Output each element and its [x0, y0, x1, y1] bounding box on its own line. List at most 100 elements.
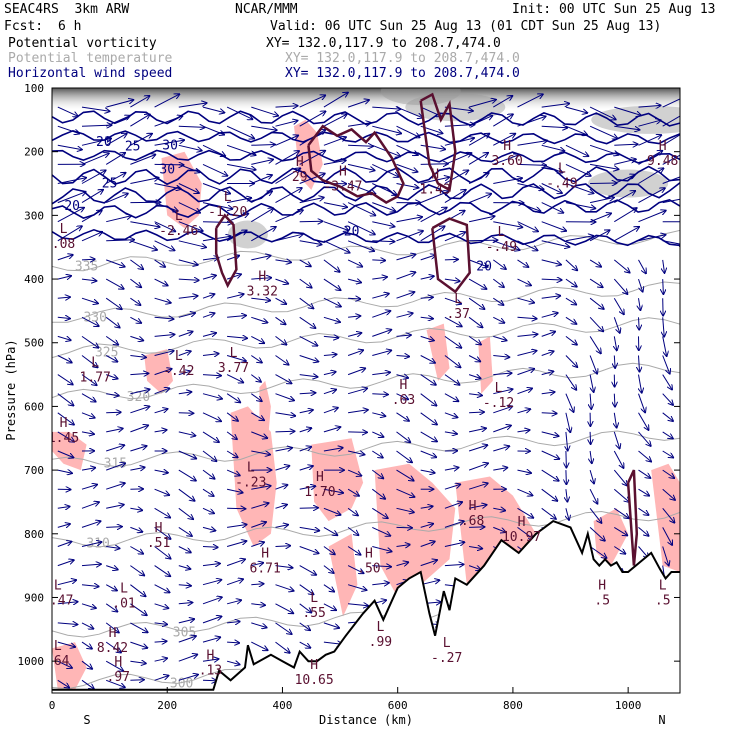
wind-arrow — [57, 542, 72, 547]
pv-contour-line — [626, 469, 639, 566]
wind-arrow — [468, 355, 480, 362]
wind-arrow — [130, 508, 142, 510]
wind-arrow — [299, 508, 318, 509]
wind-arrow — [178, 221, 203, 231]
wind-arrow — [323, 488, 343, 493]
wind-arrow — [372, 221, 394, 227]
wind-arrow — [396, 292, 415, 299]
wind-arrow — [57, 336, 71, 340]
wind-arrow — [517, 470, 532, 473]
wind-arrow — [517, 488, 533, 495]
wind-arrow — [662, 176, 680, 184]
wind-arrow — [517, 240, 538, 251]
wind-arrow — [130, 297, 140, 305]
extremum-type: H — [207, 649, 215, 664]
wind-arrow — [81, 316, 99, 326]
wind-arrow — [468, 483, 488, 490]
extremum-value: .5 — [594, 593, 610, 608]
wind-arrow — [614, 393, 615, 407]
wind-arrow — [275, 260, 292, 262]
wind-arrow — [130, 680, 143, 681]
wind-arrow — [589, 259, 601, 267]
wind-arrow — [178, 636, 196, 643]
wind-arrow — [275, 622, 292, 634]
extremum-type: H — [400, 378, 408, 393]
wind-arrow — [323, 526, 337, 535]
wind-arrow — [565, 144, 588, 156]
wind-arrow — [251, 125, 276, 130]
extremum-type: L — [495, 381, 503, 396]
extremum-value: 3.32 — [247, 285, 278, 300]
wind-arrow — [613, 450, 623, 468]
wind-arrow — [493, 356, 509, 358]
theta-contour-label: 335 — [75, 259, 98, 274]
wind-arrow — [57, 507, 70, 509]
wind-arrow — [57, 602, 78, 604]
wind-arrow — [565, 297, 576, 304]
valid-label: Valid: 06 UTC Sun 25 Aug 13 (01 CDT Sun … — [270, 19, 662, 34]
wind-arrow — [299, 393, 316, 394]
field-coords-wind: XY= 132.0,117.9 to 208.7,474.0 — [285, 66, 520, 81]
wind-arrow — [638, 450, 652, 462]
y-tick-label: 100 — [24, 82, 44, 95]
wind-arrow — [105, 660, 123, 671]
wind-arrow — [396, 106, 423, 118]
wind-arrow — [81, 412, 95, 418]
wind-arrow — [565, 393, 574, 412]
extremum-value: 9.48 — [647, 154, 678, 169]
wind-arrow — [396, 217, 423, 223]
wind-arrow — [57, 276, 71, 279]
wind-arrow — [154, 676, 169, 681]
x-tick-label: 800 — [503, 699, 523, 712]
extremum-type: L — [120, 582, 128, 597]
wind-arrow — [372, 107, 400, 109]
wind-arrow — [493, 426, 511, 433]
wind-arrow — [226, 274, 241, 280]
wind-arrow — [178, 259, 198, 265]
wind-arrow — [226, 294, 244, 299]
wind-arrow — [444, 316, 462, 326]
wind-arrow — [226, 469, 240, 475]
wind-arrow — [105, 355, 117, 362]
wind-arrow — [590, 163, 618, 169]
wind-arrow — [275, 278, 289, 284]
wind-arrow — [347, 526, 358, 535]
wind-arrow — [57, 623, 78, 625]
field-coords-theta: XY= 132.0,117.9 to 208.7,474.0 — [285, 51, 520, 66]
wind-arrow — [202, 333, 216, 337]
wind-arrow — [299, 622, 310, 630]
wind-arrow — [372, 413, 385, 416]
wind-arrow — [589, 546, 606, 558]
wind-arrow — [372, 330, 391, 337]
wind-arrow — [614, 125, 639, 130]
wind-arrow — [323, 622, 339, 628]
pv-contour-line — [419, 92, 457, 192]
wind-arrow — [178, 488, 195, 501]
wind-arrow — [444, 468, 459, 471]
wind-arrow — [130, 240, 157, 250]
wind-arrow — [589, 278, 603, 287]
wind-arrow — [517, 351, 537, 356]
wind-arrow — [227, 622, 240, 623]
wind-arrow — [590, 183, 617, 184]
wind-arrow — [130, 155, 155, 165]
wind-arrow — [154, 409, 168, 414]
wind-arrow — [251, 145, 274, 146]
wind-arrow — [275, 374, 292, 384]
theta-contour-line — [52, 510, 680, 548]
wind-arrow — [299, 335, 318, 345]
wind-arrow — [105, 173, 125, 184]
wind-arrow — [662, 431, 673, 439]
wind-arrow — [154, 221, 176, 232]
wind-arrow — [202, 313, 215, 318]
wind-arrow — [347, 350, 363, 356]
extremum-value: 3.60 — [491, 154, 522, 169]
wind-arrow — [323, 221, 348, 231]
wind-arrow — [613, 259, 629, 273]
wind-arrow — [468, 565, 480, 570]
wind-arrow — [493, 468, 507, 471]
wind-arrow — [468, 278, 486, 289]
wind-arrow — [299, 447, 312, 452]
wind-arrow — [299, 259, 311, 266]
wind-arrow — [372, 566, 391, 567]
